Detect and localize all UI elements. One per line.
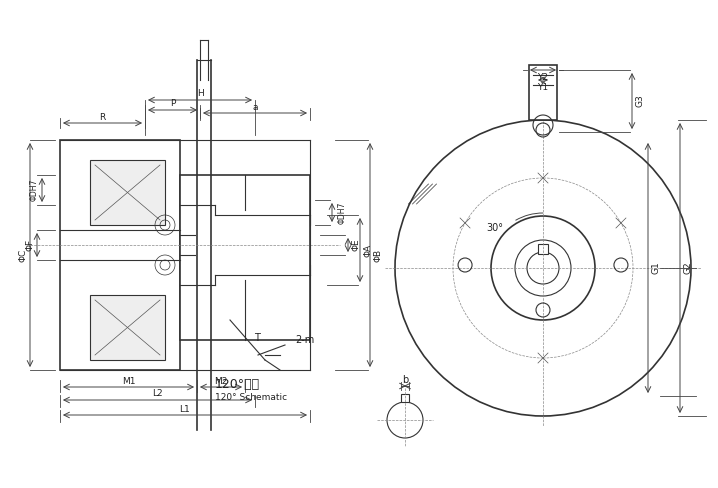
Bar (180, 175, 310, 340)
Text: R: R (99, 113, 106, 122)
Bar (529, 65, 557, 120)
Text: L1: L1 (180, 405, 190, 413)
Text: G3: G3 (635, 95, 645, 107)
Text: Y2: Y2 (538, 74, 549, 82)
Text: L2: L2 (152, 389, 163, 399)
Text: ΦF: ΦF (26, 239, 34, 251)
Text: b: b (402, 375, 408, 385)
Text: G1: G1 (651, 262, 661, 274)
Bar (90, 160, 165, 225)
Text: H: H (197, 88, 203, 98)
Text: ΦC: ΦC (19, 248, 27, 262)
Text: M1: M1 (122, 377, 135, 386)
Text: P: P (170, 100, 175, 108)
Text: 30°: 30° (486, 223, 503, 233)
Text: 120° Schematic: 120° Schematic (215, 393, 287, 403)
Bar (401, 394, 409, 402)
Text: Y1: Y1 (538, 83, 549, 93)
Text: G2: G2 (684, 262, 692, 274)
Text: ΦE: ΦE (352, 239, 360, 251)
Bar (60, 140, 180, 370)
Text: ΦDH7: ΦDH7 (29, 179, 39, 201)
Text: M2: M2 (214, 377, 228, 386)
Text: T: T (254, 333, 260, 343)
Text: ΦDH7: ΦDH7 (337, 202, 347, 224)
Bar (90, 295, 165, 360)
Text: a: a (252, 102, 258, 111)
Text: ΦB: ΦB (373, 248, 383, 262)
Text: 2-m: 2-m (295, 335, 314, 345)
Text: ΦA: ΦA (363, 244, 373, 257)
Bar (538, 244, 548, 254)
Text: 120°配置: 120°配置 (215, 379, 260, 391)
